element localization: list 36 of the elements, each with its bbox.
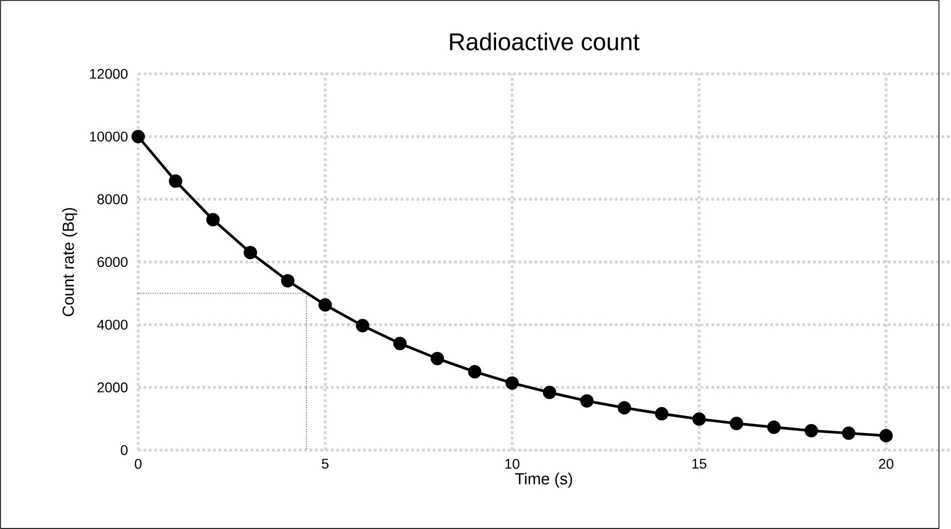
point (281, 274, 294, 288)
point (879, 429, 893, 442)
y-axis-title: Count rate (Bq) (62, 208, 78, 316)
point (393, 336, 407, 350)
y-tick-label: 6000 (98, 257, 128, 267)
y-tick-label: 2000 (98, 382, 128, 392)
x-tick-label: 10 (505, 458, 520, 469)
point (655, 407, 668, 420)
point (580, 394, 594, 408)
point (842, 426, 856, 440)
chart-title: Radioactive count (450, 32, 640, 50)
x-tick-label: 15 (692, 458, 706, 469)
y-tick-label: 8000 (97, 194, 128, 204)
point (767, 420, 781, 434)
point (244, 246, 258, 260)
point (356, 318, 370, 332)
x-axis-title: Time (s) (515, 472, 572, 488)
x-tick-label: 0 (134, 458, 142, 469)
point (618, 401, 632, 414)
x-tick-label: 20 (878, 458, 894, 469)
point (468, 365, 482, 378)
point (730, 416, 744, 430)
point (804, 424, 818, 438)
point (430, 352, 444, 366)
point (168, 174, 182, 188)
x-tick-label: 5 (322, 458, 328, 469)
point (131, 130, 145, 144)
point (505, 376, 519, 390)
y-tick-label: 4000 (97, 320, 128, 330)
point (542, 386, 556, 400)
y-tick-label: 12000 (90, 68, 128, 79)
y-tick-label: 10000 (90, 132, 128, 142)
y-tick-label: 0 (120, 445, 128, 456)
point (318, 298, 332, 312)
point (692, 412, 706, 426)
point (206, 212, 220, 226)
